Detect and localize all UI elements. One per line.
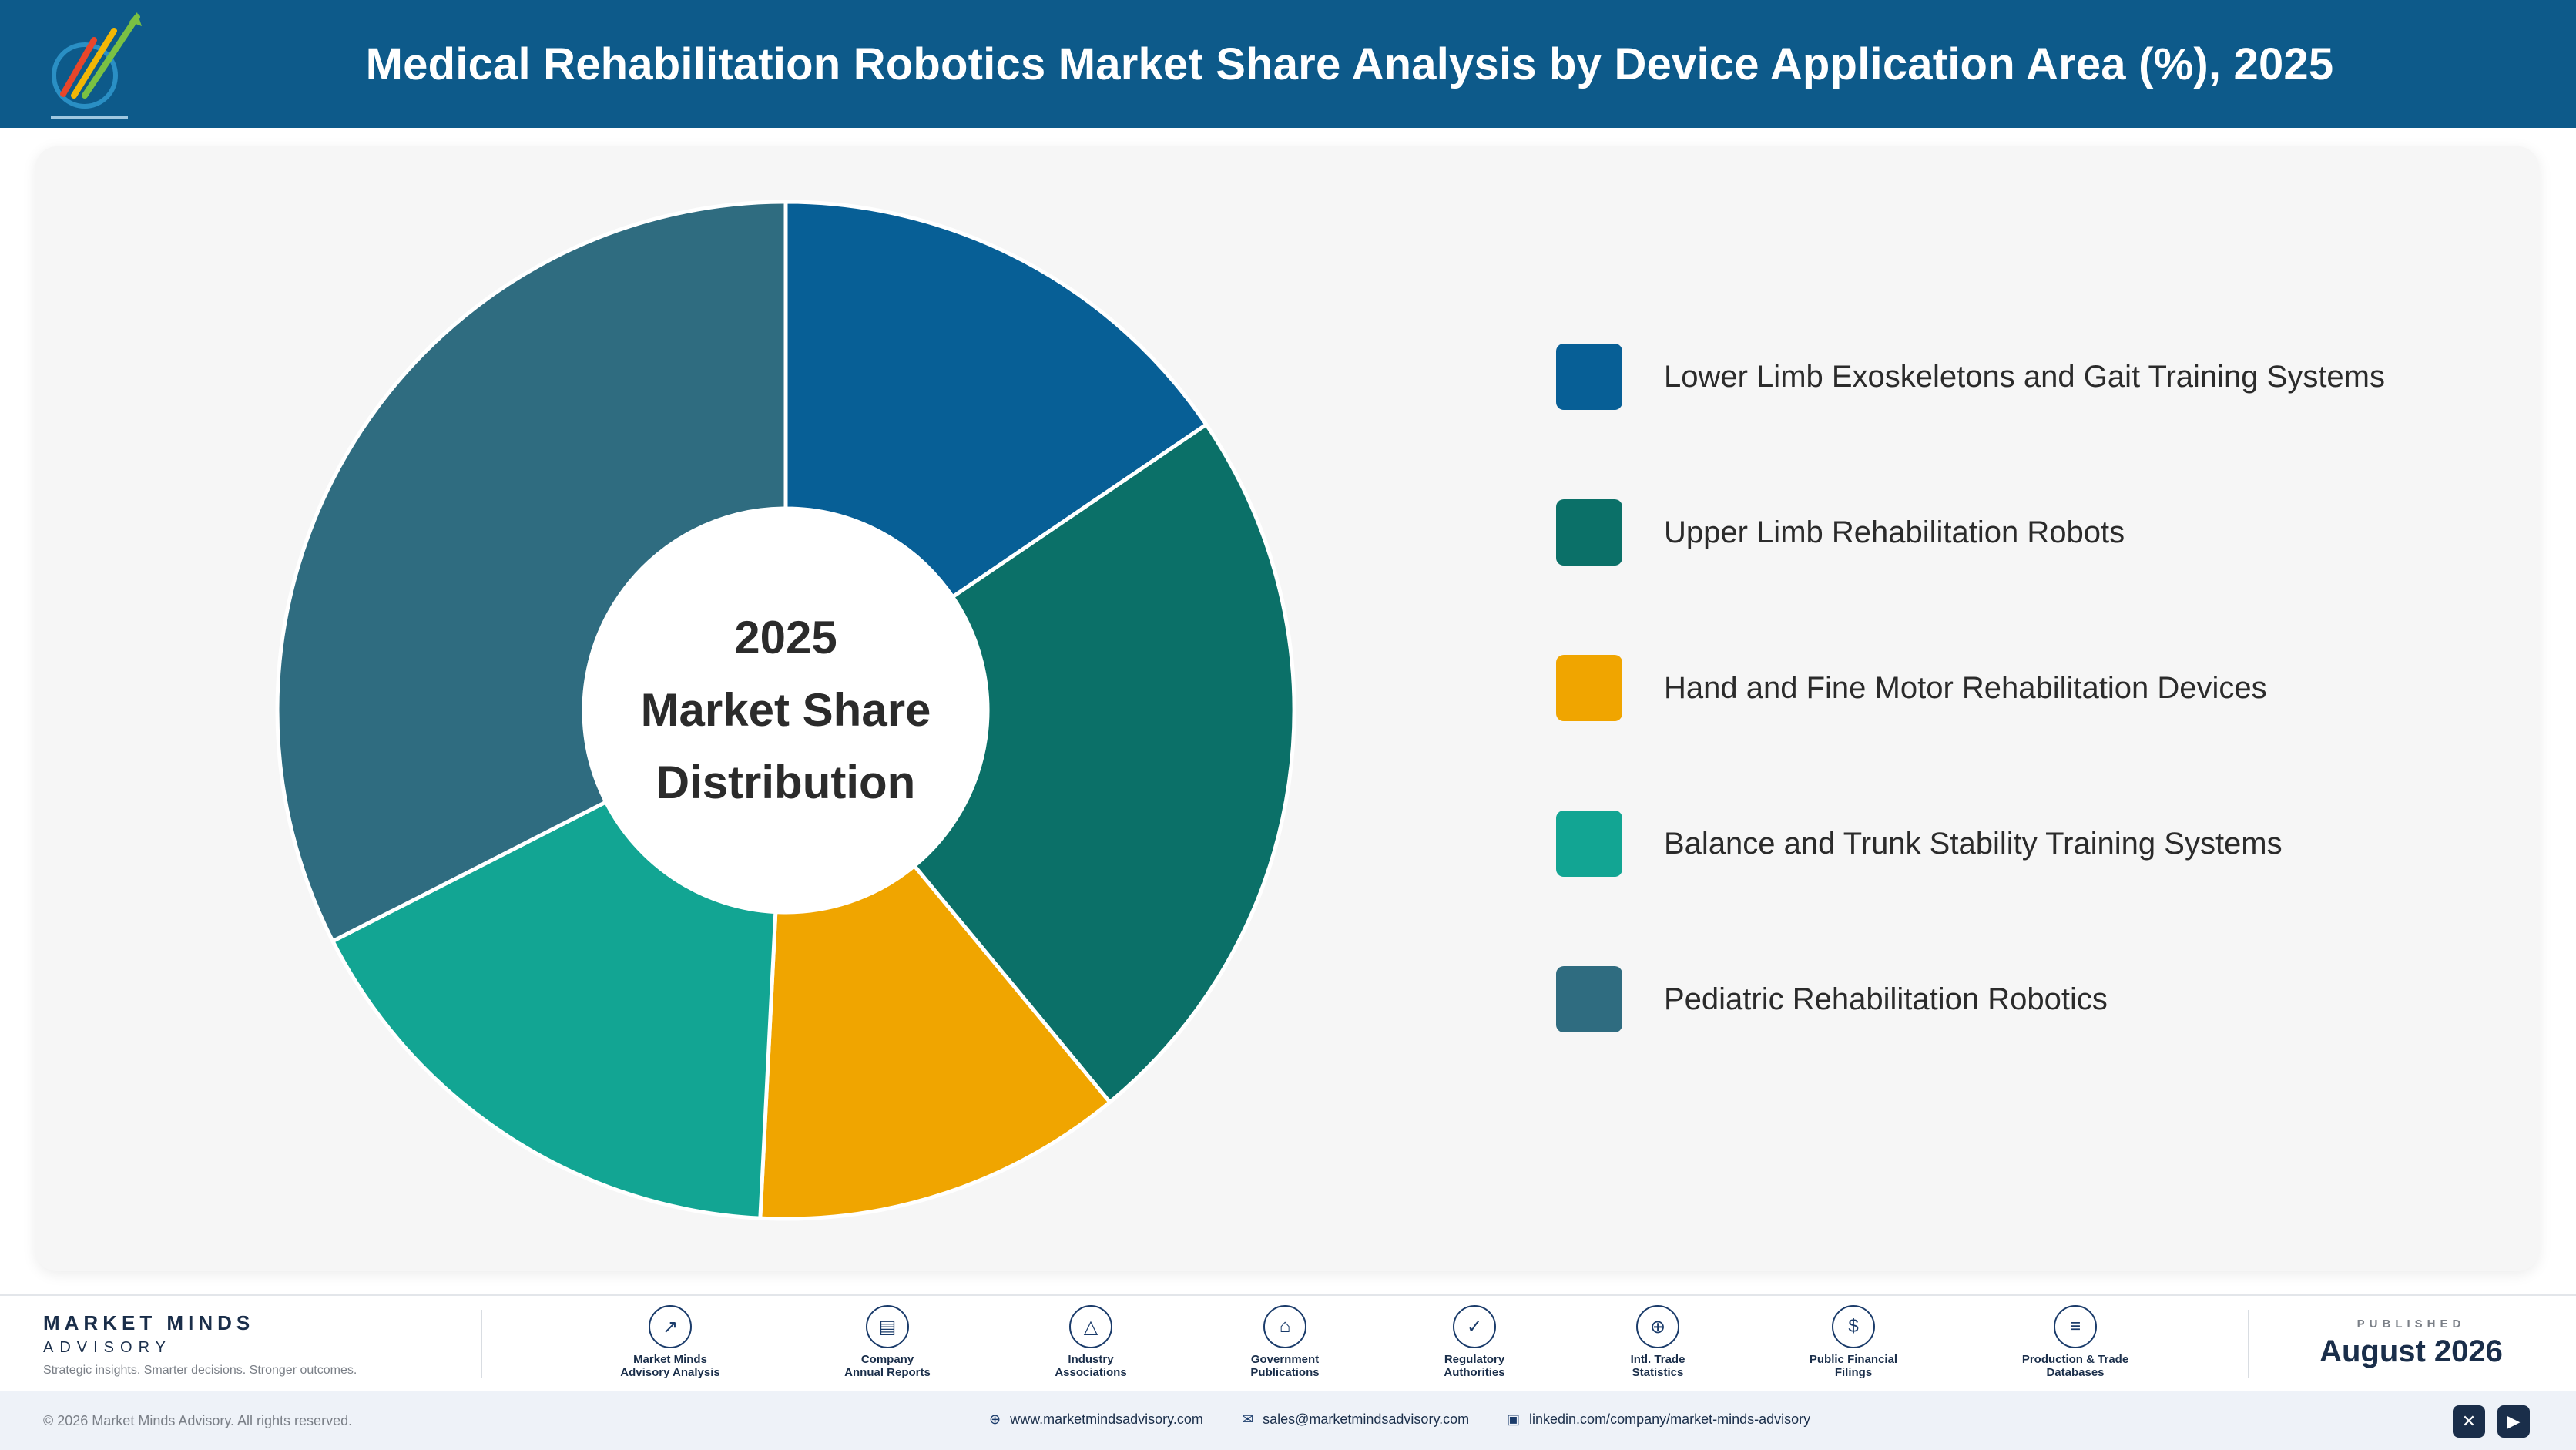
network-icon: △ [1069, 1305, 1112, 1348]
legend-item: Hand and Fine Motor Rehabilitation Devic… [1556, 655, 2267, 721]
divider [481, 1310, 482, 1378]
published-date: August 2026 [2319, 1334, 2503, 1368]
source-label-line: Regulatory [1444, 1353, 1505, 1366]
source-item: $ Public Financial Filings [1776, 1305, 1930, 1379]
linkedin-text: linkedin.com/company/market-minds-adviso… [1529, 1411, 1811, 1427]
source-label: Market Minds Advisory Analysis [593, 1353, 747, 1379]
source-label: Intl. Trade Statistics [1581, 1353, 1735, 1379]
mail-icon: ✉ [1242, 1411, 1254, 1427]
source-item: ≡ Production & Trade Databases [1998, 1305, 2152, 1379]
source-label: Regulatory Authorities [1397, 1353, 1551, 1379]
email-link[interactable]: ✉ sales@marketmindsadvisory.com [1242, 1411, 1469, 1428]
source-label-line: Associations [1055, 1366, 1127, 1379]
logo [51, 12, 142, 119]
legend-item: Balance and Trunk Stability Training Sys… [1556, 811, 2283, 877]
source-label-line: Production & Trade [2021, 1353, 2129, 1366]
source-label-line: Authorities [1444, 1366, 1505, 1379]
source-label-line: Company [860, 1353, 914, 1366]
document-icon: ▤ [866, 1305, 909, 1348]
legend-item: Pediatric Rehabilitation Robotics [1556, 966, 2108, 1032]
source-label-line: Government [1250, 1353, 1320, 1366]
source-label-line: Public Financial [1809, 1353, 1898, 1366]
legend-swatch [1556, 499, 1622, 566]
source-item: ⊕ Intl. Trade Statistics [1581, 1305, 1735, 1379]
divider [2248, 1310, 2249, 1378]
x-icon[interactable]: ✕ [2453, 1405, 2485, 1438]
legend-swatch [1556, 655, 1622, 721]
legend-item: Upper Limb Rehabilitation Robots [1556, 499, 2125, 566]
legend-label: Lower Limb Exoskeletons and Gait Trainin… [1664, 359, 2385, 394]
source-item: ⌂ Government Publications [1208, 1305, 1362, 1379]
website-link[interactable]: ⊕ www.marketmindsadvisory.com [989, 1411, 1203, 1428]
legend-label: Pediatric Rehabilitation Robotics [1664, 982, 2108, 1016]
brand-tagline: Strategic insights. Smarter decisions. S… [43, 1364, 357, 1377]
center-label-line: Distribution [656, 757, 916, 808]
linkedin-link[interactable]: ▣ linkedin.com/company/market-minds-advi… [1507, 1411, 1810, 1428]
donut-chart [275, 200, 1296, 1221]
center-label-line: 2025 [734, 612, 837, 663]
source-label: Production & Trade Databases [1998, 1353, 2152, 1379]
brand-subtitle: ADVISORY [43, 1339, 172, 1356]
source-label-line: Market Minds [633, 1353, 707, 1366]
youtube-icon[interactable]: ▶ [2497, 1405, 2530, 1438]
chart-card: 2025 Market Share Distribution Lower Limb … [35, 146, 2539, 1271]
footer: MARKET MINDS ADVISORY Strategic insights… [0, 1294, 2576, 1391]
source-label-line: Databases [2046, 1366, 2105, 1379]
donut-hole [584, 509, 988, 912]
source-label-line: Statistics [1632, 1366, 1684, 1379]
page-title: Medical Rehabilitation Robotics Market S… [365, 39, 2334, 89]
source-label-line: Filings [1834, 1366, 1873, 1379]
shield-check-icon: ✓ [1453, 1305, 1496, 1348]
government-building-icon: ⌂ [1263, 1305, 1306, 1348]
header-bar: Medical Rehabilitation Robotics Market S… [0, 0, 2576, 128]
source-label-line: Advisory Analysis [620, 1366, 720, 1379]
trend-chart-icon: ↗ [649, 1305, 692, 1348]
legend-swatch [1556, 966, 1622, 1032]
bottom-bar: © 2026 Market Minds Advisory. All rights… [0, 1391, 2576, 1450]
database-icon: ≡ [2054, 1305, 2097, 1348]
center-label-line: Market Share [640, 684, 931, 736]
website-text: www.marketmindsadvisory.com [1010, 1411, 1203, 1427]
email-text: sales@marketmindsadvisory.com [1263, 1411, 1470, 1427]
dollar-coin-icon: $ [1832, 1305, 1875, 1348]
globe-icon: ⊕ [1636, 1305, 1679, 1348]
legend-item: Lower Limb Exoskeletons and Gait Trainin… [1556, 344, 2385, 410]
source-label: Industry Associations [1014, 1353, 1168, 1379]
brand-name: MARKET MINDS [43, 1311, 255, 1334]
donut-center-label: 2025 Market Share Distribution [593, 602, 978, 819]
source-label-line: Intl. Trade [1630, 1353, 1685, 1366]
source-label: Government Publications [1208, 1353, 1362, 1379]
legend-label: Balance and Trunk Stability Training Sys… [1664, 826, 2283, 861]
copyright-text: © 2026 Market Minds Advisory. All rights… [43, 1413, 353, 1428]
source-item: ▤ Company Annual Reports [810, 1305, 964, 1379]
published-label: PUBLISHED [2356, 1317, 2466, 1331]
source-label-line: Annual Reports [844, 1366, 931, 1379]
globe-icon: ⊕ [989, 1411, 1001, 1427]
legend-swatch [1556, 811, 1622, 877]
legend-label: Hand and Fine Motor Rehabilitation Devic… [1664, 670, 2267, 705]
source-label-line: Publications [1250, 1366, 1320, 1379]
source-label-line: Industry [1068, 1353, 1114, 1366]
source-label: Company Annual Reports [810, 1353, 964, 1379]
source-label: Public Financial Filings [1776, 1353, 1930, 1379]
linkedin-icon: ▣ [1507, 1411, 1521, 1427]
source-item: ↗ Market Minds Advisory Analysis [593, 1305, 747, 1379]
source-item: ✓ Regulatory Authorities [1397, 1305, 1551, 1379]
source-item: △ Industry Associations [1014, 1305, 1168, 1379]
legend-swatch [1556, 344, 1622, 410]
legend-label: Upper Limb Rehabilitation Robots [1664, 515, 2125, 549]
